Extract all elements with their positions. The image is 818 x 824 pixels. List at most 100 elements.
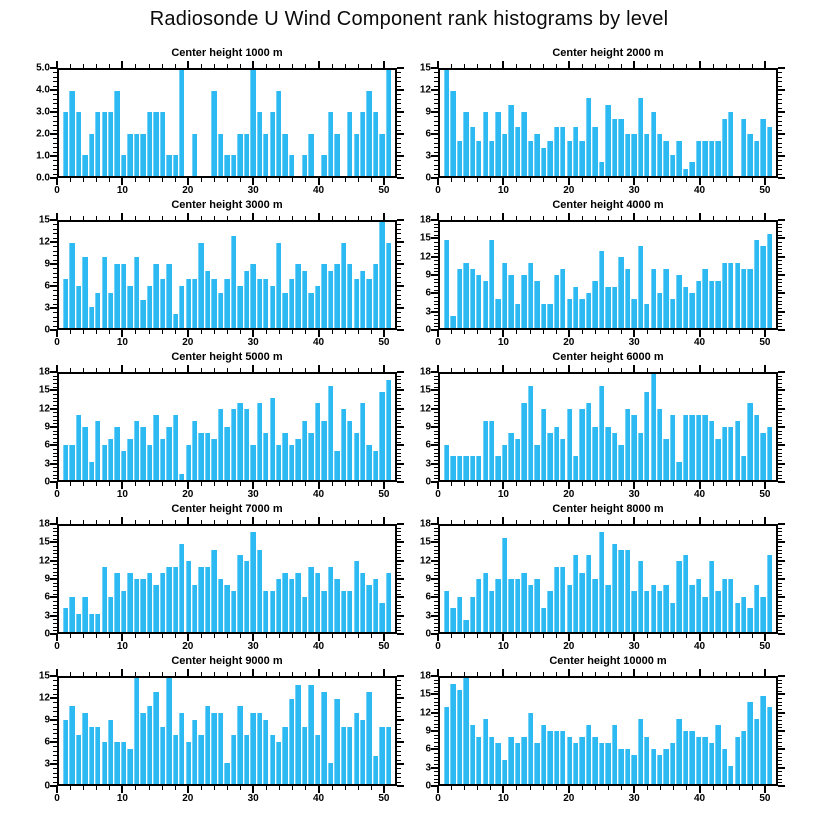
x-major-tick bbox=[317, 330, 320, 337]
y-minor-tick bbox=[434, 745, 438, 747]
histogram-bar bbox=[553, 275, 560, 328]
x-major-tick bbox=[186, 482, 189, 489]
histogram-bar bbox=[463, 112, 469, 176]
histogram-bar bbox=[198, 734, 204, 784]
y-minor-tick-right bbox=[397, 689, 401, 691]
y-major-tick-right bbox=[397, 67, 404, 69]
histogram-bar bbox=[314, 285, 321, 328]
x-minor-tick bbox=[305, 634, 307, 638]
x-minor-tick-top bbox=[109, 368, 111, 372]
histogram-bar bbox=[753, 584, 760, 632]
y-major-tick bbox=[431, 371, 438, 373]
y-major-tick bbox=[431, 219, 438, 221]
y-minor-tick bbox=[53, 608, 57, 610]
histogram-bar bbox=[553, 567, 560, 632]
histogram-bar bbox=[347, 727, 353, 784]
y-minor-tick-right bbox=[778, 308, 782, 309]
histogram-bar bbox=[101, 112, 107, 176]
y-minor-tick-right bbox=[778, 460, 782, 461]
histogram-bar bbox=[721, 748, 728, 784]
x-minor-tick-top bbox=[621, 672, 623, 676]
x-tick-label: 0 bbox=[54, 641, 60, 652]
x-minor-tick-top bbox=[660, 520, 662, 524]
y-major-tick bbox=[50, 675, 57, 677]
x-minor-tick-top bbox=[490, 520, 492, 524]
histogram-bar bbox=[275, 579, 282, 632]
histogram-bar bbox=[75, 734, 82, 784]
histogram-bar bbox=[547, 731, 553, 784]
y-tick-label: 9 bbox=[425, 421, 431, 433]
x-major-tick-top bbox=[186, 61, 189, 68]
histogram-bar bbox=[760, 432, 766, 480]
plot-area bbox=[440, 222, 776, 328]
histogram-bar bbox=[579, 736, 585, 784]
x-minor-tick bbox=[240, 786, 242, 790]
x-minor-tick bbox=[200, 634, 202, 638]
y-minor-tick-right bbox=[778, 742, 782, 743]
y-tick-label: 12 bbox=[38, 555, 50, 567]
y-minor-tick-right bbox=[778, 169, 782, 171]
y-major-tick-right bbox=[778, 329, 785, 331]
x-tick-label: 30 bbox=[628, 185, 640, 196]
histogram-bar bbox=[579, 298, 585, 328]
y-minor-tick bbox=[434, 253, 438, 254]
histogram-bar bbox=[463, 263, 469, 328]
x-minor-tick-top bbox=[529, 64, 531, 68]
histogram-bar bbox=[353, 278, 359, 328]
x-major-tick bbox=[121, 634, 124, 641]
histogram-bar bbox=[766, 126, 773, 176]
x-major-tick-top bbox=[437, 61, 439, 68]
y-minor-tick bbox=[434, 456, 438, 458]
x-minor-tick-top bbox=[357, 520, 359, 524]
histogram-bar bbox=[359, 573, 366, 632]
x-minor-tick bbox=[451, 330, 453, 334]
x-minor-tick bbox=[135, 634, 137, 638]
histogram-bar bbox=[153, 692, 159, 784]
x-minor-tick-top bbox=[344, 368, 346, 372]
y-major-tick-right bbox=[778, 481, 785, 483]
histogram-bar bbox=[88, 462, 95, 480]
y-minor-tick-right bbox=[397, 394, 401, 395]
x-minor-tick bbox=[109, 634, 111, 638]
y-minor-tick-right bbox=[397, 412, 401, 414]
histogram-bar bbox=[495, 742, 501, 784]
y-minor-tick-right bbox=[778, 608, 782, 610]
y-major-tick-right bbox=[397, 155, 404, 157]
y-tick-label: 3 bbox=[44, 758, 50, 770]
histogram-bar bbox=[611, 725, 618, 784]
histogram-bar bbox=[560, 269, 566, 328]
y-major-tick bbox=[431, 274, 438, 276]
x-minor-tick-top bbox=[594, 672, 596, 676]
y-minor-tick-right bbox=[778, 322, 782, 324]
y-minor-tick-right bbox=[778, 223, 782, 225]
subplot-center-height-1000-m: Center height 1000 m 0 10 20 30 40 50 0.0 1.0 2.0… bbox=[36, 47, 404, 196]
histogram-bar bbox=[314, 734, 321, 784]
y-major-tick-right bbox=[397, 541, 404, 544]
histogram-bar bbox=[82, 427, 88, 480]
y-minor-tick bbox=[434, 756, 438, 758]
y-minor-tick-right bbox=[397, 98, 401, 100]
x-major-tick-top bbox=[121, 61, 124, 68]
histogram-bar bbox=[611, 119, 618, 176]
histogram-bar bbox=[62, 608, 69, 632]
x-major-tick bbox=[567, 178, 570, 185]
y-major-tick bbox=[431, 177, 438, 179]
x-minor-tick bbox=[227, 178, 228, 182]
y-minor-tick-right bbox=[397, 107, 401, 109]
y-minor-tick-right bbox=[778, 394, 782, 395]
histogram-bar bbox=[644, 304, 650, 328]
y-tick-label: 12 bbox=[419, 84, 431, 96]
x-minor-tick-top bbox=[96, 216, 98, 220]
y-tick-label: 15 bbox=[419, 384, 431, 396]
y-tick-label: 6 bbox=[425, 287, 431, 299]
y-major-tick bbox=[50, 741, 57, 743]
histogram-bar bbox=[592, 280, 598, 328]
y-minor-tick bbox=[53, 272, 57, 274]
x-minor-tick-top bbox=[712, 216, 714, 220]
y-minor-tick bbox=[53, 151, 57, 153]
y-minor-tick-right bbox=[397, 601, 401, 602]
x-minor-tick-top bbox=[70, 672, 72, 676]
histogram-bar bbox=[534, 280, 540, 328]
y-minor-tick bbox=[434, 282, 438, 284]
y-minor-tick-right bbox=[778, 242, 782, 243]
